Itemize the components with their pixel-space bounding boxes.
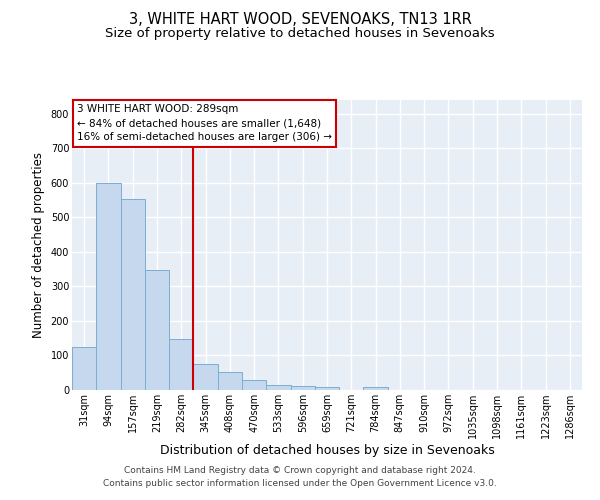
Bar <box>193 364 218 390</box>
X-axis label: Distribution of detached houses by size in Sevenoaks: Distribution of detached houses by size … <box>160 444 494 457</box>
Bar <box>72 347 96 390</box>
Bar <box>121 199 145 390</box>
Text: Contains HM Land Registry data © Crown copyright and database right 2024.
Contai: Contains HM Land Registry data © Crown c… <box>103 466 497 487</box>
Text: 3 WHITE HART WOOD: 289sqm
← 84% of detached houses are smaller (1,648)
16% of se: 3 WHITE HART WOOD: 289sqm ← 84% of detac… <box>77 104 332 142</box>
Bar <box>242 380 266 390</box>
Bar <box>364 387 388 390</box>
Bar <box>218 372 242 390</box>
Bar <box>266 385 290 390</box>
Text: 3, WHITE HART WOOD, SEVENOAKS, TN13 1RR: 3, WHITE HART WOOD, SEVENOAKS, TN13 1RR <box>128 12 472 28</box>
Bar <box>96 183 121 390</box>
Bar <box>169 339 193 390</box>
Text: Size of property relative to detached houses in Sevenoaks: Size of property relative to detached ho… <box>105 28 495 40</box>
Y-axis label: Number of detached properties: Number of detached properties <box>32 152 45 338</box>
Bar <box>315 386 339 390</box>
Bar <box>145 270 169 390</box>
Bar <box>290 386 315 390</box>
